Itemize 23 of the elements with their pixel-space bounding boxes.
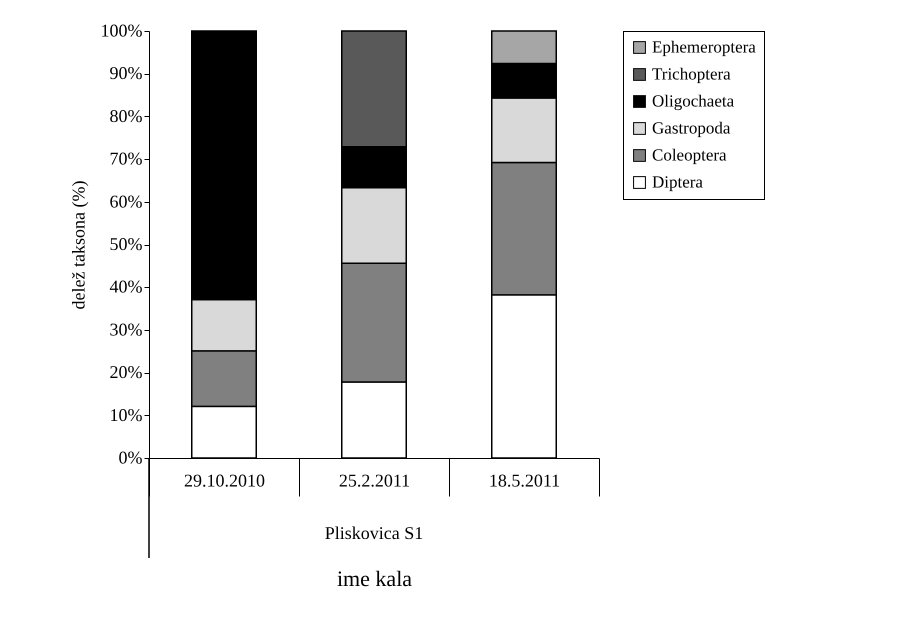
x-tick-label: 25.2.2011 xyxy=(338,470,410,490)
y-tick-label: 80% xyxy=(110,106,142,126)
legend-label: Coleoptera xyxy=(652,146,728,164)
y-tick-label: 50% xyxy=(110,234,142,254)
y-tick-label: 20% xyxy=(110,362,142,382)
y-tick-label: 10% xyxy=(110,404,142,425)
legend-label: Ephemeroptera xyxy=(652,38,756,56)
y-tick-label: 90% xyxy=(110,63,142,84)
y-tick-label: 0% xyxy=(118,448,142,468)
y-tick-label: 30% xyxy=(110,319,142,340)
y-tick-label: 70% xyxy=(110,148,142,169)
y-tick-label: 40% xyxy=(110,276,142,297)
x-tick-label: 29.10.2010 xyxy=(184,470,265,490)
text: Pliskovica S1 xyxy=(324,523,424,543)
legend-label: Gastropoda xyxy=(652,118,731,138)
y-tick-label: 100% xyxy=(100,20,142,40)
legend-label: Trichoptera xyxy=(652,64,732,84)
x-tick-label: 18.5.2011 xyxy=(488,470,560,490)
legend-label: Oligochaeta xyxy=(652,92,735,110)
legend-label: Diptera xyxy=(652,172,704,192)
y-tick-label: 60% xyxy=(110,191,142,212)
y-axis-title: delež taksona (%) xyxy=(68,180,89,310)
x-axis-title: ime kala xyxy=(336,566,412,591)
